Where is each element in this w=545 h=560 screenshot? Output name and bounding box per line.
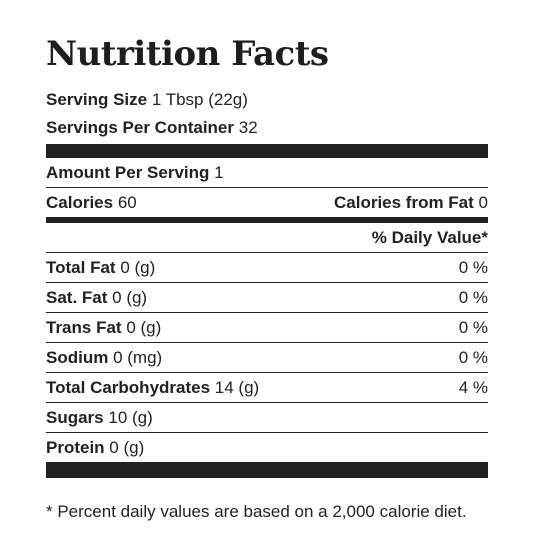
nutrient-row: Sat. Fat 0 (g) 0 % — [46, 283, 488, 313]
nutrient-row: Sodium 0 (mg) 0 % — [46, 343, 488, 373]
calories-value: 60 — [117, 192, 137, 212]
serving-size-value: 1 Tbsp (22g) — [151, 90, 248, 109]
serving-size-line: Serving Size 1 Tbsp (22g) — [46, 86, 488, 114]
nutrient-name: Sat. Fat — [46, 287, 108, 307]
calories: Calories 60 — [46, 193, 137, 213]
calories-row: Calories 60 Calories from Fat 0 — [46, 188, 488, 217]
calories-label: Calories — [46, 192, 114, 212]
servings-per-container-line: Servings Per Container 32 — [46, 114, 488, 142]
nutrient-name: Sodium — [46, 347, 109, 367]
label-title: Nutrition Facts — [46, 34, 329, 74]
nutrient-amount: 14 (g) — [214, 377, 260, 397]
nutrient-amount: 10 (g) — [108, 407, 153, 427]
nutrient-daily-value: 0 % — [458, 287, 488, 307]
nutrient-name: Total Fat — [46, 257, 116, 277]
daily-value-header: % Daily Value* — [371, 227, 488, 247]
nutrient-name: Sugars — [46, 407, 104, 427]
amount-per-serving-value: 1 — [214, 162, 224, 182]
nutrient-amount: 0 (g) — [126, 317, 162, 337]
nutrient-name: Total Carbohydrates — [46, 377, 211, 397]
nutrient-list: Total Fat 0 (g) 0 % Sat. Fat 0 (g) 0 % T… — [46, 253, 488, 462]
thick-divider — [46, 144, 488, 158]
nutrient-amount: 0 (mg) — [113, 347, 163, 367]
calories-from-fat-value: 0 — [478, 192, 488, 212]
bottom-thick-divider — [46, 462, 488, 478]
nutrient-amount: 0 (g) — [120, 257, 156, 277]
nutrient-row: Total Fat 0 (g) 0 % — [46, 253, 488, 283]
amount-per-serving-label: Amount Per Serving — [46, 162, 210, 182]
amount-per-serving-row: Amount Per Serving 1 — [46, 158, 488, 188]
servings-per-container-value: 32 — [238, 118, 258, 137]
nutrient-daily-value: 0 % — [458, 257, 488, 277]
calories-from-fat-label: Calories from Fat — [333, 192, 474, 212]
nutrition-label: Nutrition Facts Serving Size 1 Tbsp (22g… — [46, 28, 488, 525]
serving-size-label: Serving Size — [46, 90, 148, 109]
nutrient-amount: 0 (g) — [112, 287, 148, 307]
nutrient-row: Total Carbohydrates 14 (g) 4 % — [46, 373, 488, 403]
nutrient-daily-value: 0 % — [458, 317, 488, 337]
nutrient-daily-value: 0 % — [458, 347, 488, 367]
nutrient-row: Protein 0 (g) — [46, 433, 488, 462]
daily-value-header-row: % Daily Value* — [46, 223, 488, 253]
nutrient-daily-value: 4 % — [458, 377, 488, 397]
nutrient-name: Trans Fat — [46, 317, 122, 337]
medium-divider — [46, 217, 488, 223]
servings-per-container-label: Servings Per Container — [46, 118, 235, 137]
nutrient-amount: 0 (g) — [109, 437, 145, 457]
calories-from-fat: Calories from Fat 0 — [334, 193, 488, 213]
nutrient-name: Protein — [46, 437, 105, 457]
amount-per-serving: Amount Per Serving 1 — [46, 163, 224, 183]
nutrient-row: Trans Fat 0 (g) 0 % — [46, 313, 488, 343]
nutrient-row: Sugars 10 (g) — [46, 403, 488, 433]
footnote: * Percent daily values are based on a 2,… — [46, 502, 467, 521]
